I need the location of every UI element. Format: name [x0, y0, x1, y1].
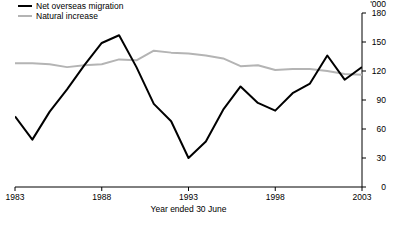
- x-tick: [188, 187, 189, 191]
- y-tick: [362, 187, 366, 188]
- plot-area: [15, 35, 362, 158]
- y-tick-label: 30: [377, 153, 387, 163]
- y-tick-label: 60: [377, 124, 387, 134]
- y-tick-label: 150: [372, 37, 386, 47]
- x-tick: [362, 187, 363, 191]
- x-tick-label: 1993: [179, 192, 198, 202]
- y-tick: [362, 129, 366, 130]
- y-tick-label: 120: [372, 66, 386, 76]
- x-tick-label: 1998: [266, 192, 285, 202]
- x-tick: [15, 187, 16, 191]
- y-tick: [362, 100, 366, 101]
- x-tick-label: 1988: [92, 192, 111, 202]
- chart: 0 30 60 90 120 150 180'000 1983 1988 1993 1998 2003…: [0, 0, 397, 227]
- x-tick: [275, 187, 276, 191]
- series-line: [15, 51, 362, 75]
- y-tick-label: 0: [381, 182, 386, 192]
- x-tick-label: 1983: [6, 192, 25, 202]
- y-tick-label: 180: [372, 8, 386, 18]
- series-line: [15, 35, 362, 158]
- legend-label: Natural increase: [36, 11, 98, 21]
- x-tick: [101, 187, 102, 191]
- legend-swatch: [18, 5, 32, 7]
- y-tick: [362, 71, 366, 72]
- legend-swatch: [18, 15, 32, 17]
- y-tick-label: 90: [377, 95, 387, 105]
- y-axis-label: '000: [370, 0, 386, 9]
- y-tick: [362, 158, 366, 159]
- y-tick: [362, 42, 366, 43]
- y-tick: [362, 13, 366, 14]
- x-axis-label: Year ended 30 June: [151, 204, 227, 214]
- x-tick-label: 2003: [353, 192, 372, 202]
- legend-label: Net overseas migration: [36, 1, 124, 11]
